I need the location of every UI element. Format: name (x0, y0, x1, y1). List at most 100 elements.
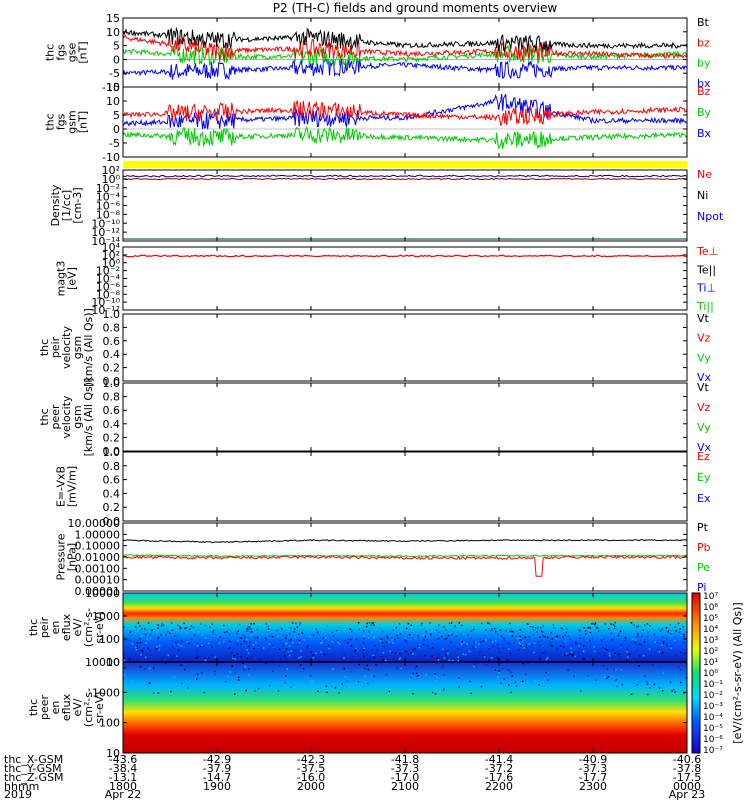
svg-text:gse: gse (66, 43, 79, 63)
colorbar-gradient (691, 592, 701, 754)
y-tick-label: 15 (106, 12, 120, 25)
svg-text:sr-eV): sr-eV) (93, 611, 106, 643)
y-tick-label: 10⁻⁶ (96, 200, 121, 213)
x-tick-label: 2200 (485, 780, 513, 793)
colorbar-tick-label: 10² (703, 647, 718, 657)
x-tick-label: 2000 (297, 780, 325, 793)
colorbar-tick-label: 10⁻⁶ (703, 735, 723, 745)
y-axis-label: magt3[eV] (55, 261, 79, 297)
x-row-label: hhmm (4, 780, 39, 793)
x-tick-label: -17.6 (485, 771, 513, 784)
svg-text:(cm²-s-: (cm²-s- (82, 608, 95, 647)
y-tick-label: 0.8 (103, 391, 121, 404)
svg-text:[nT]: [nT] (77, 41, 90, 63)
svg-text:gsm: gsm (66, 110, 79, 133)
series-By (122, 126, 688, 150)
panel-pressure: 10.000001.000000.100000.010000.001000.00… (55, 517, 711, 598)
colorbar-tick-label: 10⁻⁵ (703, 724, 723, 734)
series-Te-perp (122, 254, 688, 258)
y-tick-label: 0 (113, 123, 120, 136)
x-tick-label: 1900 (203, 780, 231, 793)
y-tick-label: 0.10000 (75, 540, 121, 553)
svg-text:peer: peer (49, 404, 62, 430)
legend: Pt Pb Pe Pi (697, 521, 711, 594)
svg-text:fgs: fgs (55, 44, 68, 61)
y-tick-label: 10⁻¹⁰ (91, 296, 120, 309)
colorbar: 10⁷10⁶10⁵10⁴10³10²10¹10⁰10⁻¹10⁻²10⁻³10⁻⁴… (691, 592, 744, 756)
legend-item: Ey (697, 471, 711, 484)
y-tick-label: 10.00000 (68, 517, 121, 530)
x-tick-label: -17.7 (579, 771, 607, 784)
y-tick-label: 100 (99, 633, 120, 646)
spectrogram-peir-spec (123, 593, 687, 662)
x-row-label: 2019 (4, 788, 32, 800)
svg-text:thc: thc (27, 619, 40, 636)
y-tick-label: 10⁻¹⁴ (91, 235, 120, 248)
legend-item: Npot (697, 210, 724, 223)
svg-text:Density: Density (49, 184, 62, 226)
y-tick-label: 0.2 (103, 501, 121, 514)
panel-peer-spec: 10000 1000 100 10 thcpeerenefluxeV/(cm²-s-sr… (27, 656, 688, 760)
svg-text:[km/s (All Qs)]: [km/s (All Qs)] (82, 378, 95, 457)
x-tick-label: -13.1 (109, 771, 137, 784)
y-ticks: 1.00.80.60.40.20.0 (103, 308, 688, 388)
x-tick-label: -37.2 (485, 762, 513, 775)
panel-frame (122, 313, 688, 382)
legend: Vt Vz Vy Vx (697, 381, 712, 454)
svg-text:gsm: gsm (71, 405, 84, 428)
svg-text:magt3: magt3 (55, 261, 68, 297)
y-tick-label: 5 (113, 40, 120, 53)
series-bx (122, 57, 688, 81)
svg-text:thc: thc (38, 408, 51, 425)
legend-item: Vz (697, 401, 711, 414)
y-tick-label: 10 (106, 656, 120, 669)
svg-text:[1/cc]: [1/cc] (60, 190, 73, 221)
colorbar-tick-label: 10⁻¹ (703, 680, 723, 690)
x-tick-label: -16.0 (297, 771, 325, 784)
y-tick-label: 10⁴ (102, 241, 121, 254)
svg-text:eV/: eV/ (71, 698, 84, 716)
x-tick-label: -43.6 (109, 753, 137, 766)
y-tick-label: 10⁻² (96, 182, 120, 195)
colorbar-ticks: 10⁷10⁶10⁵10⁴10³10²10¹10⁰10⁻¹10⁻²10⁻³10⁻⁴… (703, 592, 723, 756)
legend-item: Vx (697, 441, 712, 454)
x-tick-label: -17.0 (391, 771, 419, 784)
y-tick-label: 10000 (85, 656, 120, 669)
series-Pt (122, 539, 688, 544)
svg-text:peir: peir (49, 336, 62, 358)
legend-item: Bt (697, 16, 710, 29)
legend-item: bx (697, 77, 711, 90)
legend-item: Ti|| (696, 300, 714, 313)
y-tick-label: 10² (102, 164, 120, 177)
spectrogram-speckle (123, 622, 688, 662)
svg-text:en: en (49, 621, 62, 635)
svg-text:thc: thc (44, 113, 57, 130)
colorbar-tick-label: 10⁴ (703, 625, 718, 635)
series-Ni (122, 174, 688, 178)
x-tick-label: -40.6 (673, 753, 701, 766)
y-tick-label: 10000 (85, 587, 120, 600)
series-Pe (122, 554, 688, 558)
y-tick-label: 0.00001 (75, 585, 121, 598)
y-tick-label: 0.0 (103, 515, 121, 528)
x-tick-label: -38.4 (109, 762, 137, 775)
svg-text:E=-VxB: E=-VxB (55, 466, 68, 507)
colorbar-tick-label: 10³ (703, 636, 718, 646)
y-tick-label: 100 (99, 717, 120, 730)
x-tick-label: -42.9 (203, 753, 231, 766)
svg-text:sr-eV): sr-eV) (93, 691, 106, 723)
y-tick-label: 0.8 (103, 321, 121, 334)
svg-text:velocity: velocity (60, 395, 73, 438)
y-tick-label: 0.6 (103, 404, 121, 417)
legend-item: Vx (697, 371, 712, 384)
svg-text:eflux: eflux (60, 693, 73, 721)
y-tick-label: 10⁻¹⁰ (91, 217, 120, 230)
y-tick-label: 10⁻¹² (91, 304, 120, 317)
